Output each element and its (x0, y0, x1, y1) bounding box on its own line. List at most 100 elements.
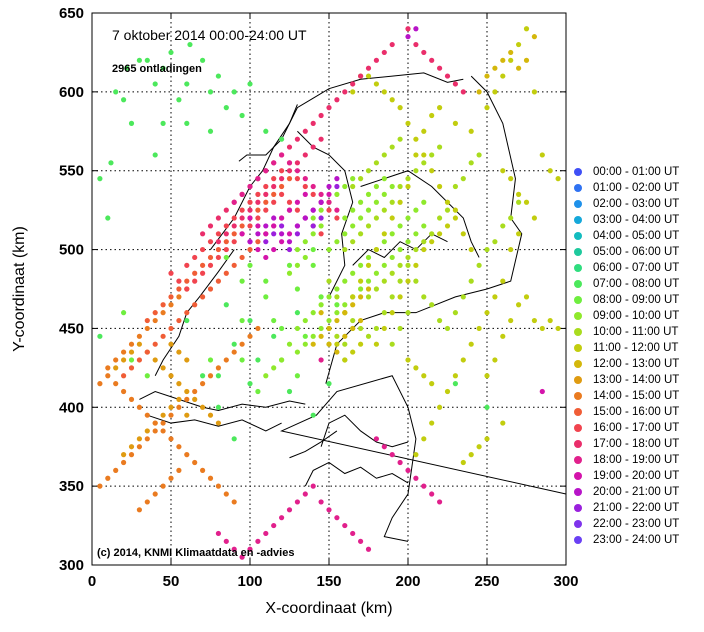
legend-item: 23:00 - 24:00 UT (574, 532, 702, 548)
lightning-point (121, 97, 127, 103)
legend-item: 11:00 - 12:00 UT (574, 340, 702, 356)
lightning-point (168, 373, 174, 379)
lightning-point (310, 183, 316, 190)
lightning-point (405, 26, 411, 32)
lightning-point (176, 381, 182, 387)
lightning-point (350, 349, 356, 355)
border-line (139, 390, 306, 411)
legend-marker (574, 472, 582, 480)
lightning-point (152, 152, 158, 158)
lightning-point (500, 73, 506, 79)
lightning-point (255, 199, 261, 205)
lightning-point (468, 160, 474, 166)
lightning-point (460, 231, 466, 237)
lightning-point (310, 120, 316, 126)
lightning-point (247, 199, 253, 205)
border-line (280, 375, 567, 542)
lightning-point (358, 215, 364, 221)
lightning-point (310, 341, 316, 347)
lightning-point (271, 183, 277, 190)
y-tick-label: 600 (59, 84, 84, 101)
lightning-point (184, 310, 190, 316)
lightning-point (318, 112, 324, 119)
lightning-point (334, 239, 340, 245)
lightning-point (397, 325, 403, 332)
lightning-point (207, 357, 214, 363)
legend-label: 17:00 - 18:00 UT (593, 438, 680, 450)
lightning-point (302, 215, 308, 221)
lightning-point (397, 262, 403, 268)
lightning-point (207, 223, 214, 229)
lightning-point (152, 491, 158, 497)
lightning-point (271, 231, 277, 237)
lightning-point (108, 160, 114, 166)
lightning-point (516, 65, 522, 71)
lightning-point (168, 325, 174, 332)
lightning-point (200, 404, 206, 410)
lightning-point (373, 81, 379, 87)
lightning-point (468, 452, 474, 458)
lightning-point (294, 176, 300, 182)
lightning-point (326, 246, 332, 253)
lightning-point (128, 357, 135, 363)
lightning-point (152, 310, 158, 316)
lightning-point (215, 404, 221, 410)
lightning-point (97, 176, 103, 182)
lightning-point (358, 73, 364, 79)
lightning-point (358, 317, 364, 324)
legend-item: 00:00 - 01:00 UT (574, 164, 702, 180)
lightning-point (350, 223, 356, 229)
lightning-point (294, 310, 300, 316)
lightning-point (350, 270, 356, 276)
lightning-point (279, 357, 285, 363)
lightning-point (326, 199, 332, 205)
lightning-point (310, 207, 316, 213)
legend-marker (574, 232, 582, 240)
lightning-point (326, 317, 332, 324)
lightning-point (365, 223, 372, 229)
lightning-point (413, 41, 419, 48)
lightning-point (286, 160, 293, 166)
border-line (360, 170, 480, 258)
lightning-point (144, 499, 150, 505)
legend-label: 03:00 - 04:00 UT (593, 214, 680, 226)
lightning-point (516, 191, 522, 197)
lightning-point (286, 168, 293, 174)
lightning-point (437, 183, 443, 190)
lightning-point (310, 231, 316, 237)
lightning-point (365, 207, 372, 213)
lightning-point (413, 152, 419, 158)
border-line (154, 312, 188, 376)
y-tick-label: 450 (59, 320, 84, 337)
lightning-point (444, 388, 451, 395)
lightning-point (539, 325, 545, 332)
lightning-point (263, 231, 269, 237)
lightning-point (144, 436, 150, 442)
lightning-point (302, 491, 308, 497)
lightning-point (128, 396, 135, 402)
lightning-point (318, 207, 324, 213)
lightning-point (160, 428, 166, 434)
lightning-point (421, 246, 427, 253)
lightning-point (452, 310, 458, 316)
lightning-point (192, 254, 198, 261)
lightning-point (460, 357, 466, 363)
lightning-point (231, 239, 237, 245)
lightning-point (121, 452, 127, 458)
lightning-point (310, 310, 316, 316)
lightning-point (476, 444, 482, 450)
lightning-point (318, 231, 324, 237)
lightning-point (239, 357, 245, 363)
lightning-point (247, 546, 253, 552)
lightning-point (239, 317, 245, 324)
lightning-point (176, 404, 182, 410)
lightning-point (365, 254, 372, 261)
lightning-point (452, 207, 458, 213)
lightning-point (255, 538, 261, 544)
lightning-point (255, 246, 261, 253)
lightning-point (468, 278, 474, 284)
lightning-point (128, 452, 135, 458)
lightning-point (318, 357, 324, 363)
lightning-point (476, 325, 482, 332)
lightning-point (302, 183, 308, 190)
